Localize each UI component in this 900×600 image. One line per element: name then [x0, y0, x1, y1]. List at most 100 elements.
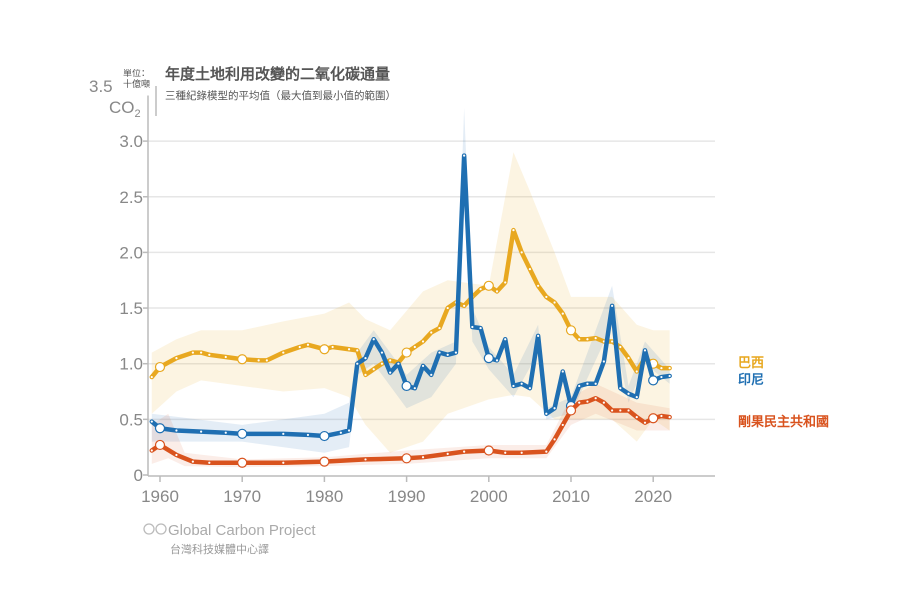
data-point [619, 345, 622, 349]
data-point [413, 345, 416, 349]
data-point [265, 359, 268, 362]
data-point [594, 382, 597, 385]
unit-label: 單位：十億噸 [122, 69, 150, 90]
data-point [421, 364, 425, 368]
data-point [520, 251, 523, 254]
y-axis-gas-label: CO2 [109, 98, 141, 120]
data-point [200, 430, 203, 433]
unit-label-wrapper: 單位：十億噸 [122, 69, 150, 90]
data-point [339, 431, 342, 434]
x-tick-label: 1990 [388, 487, 426, 506]
data-point [200, 351, 203, 354]
data-point [495, 290, 499, 293]
data-point [512, 384, 515, 388]
chart-title: 年度土地利用改變的二氧化碳通量 [165, 65, 390, 83]
data-point [430, 331, 433, 334]
y-tick-label: 1.5 [119, 299, 143, 318]
x-tick-label: 2020 [634, 487, 672, 506]
data-point [356, 349, 359, 352]
data-point [528, 387, 532, 390]
y-tick-label: 0 [134, 466, 143, 485]
decade-marker [565, 325, 577, 336]
data-point [298, 345, 301, 349]
data-point [191, 460, 194, 463]
x-tick-label: 2000 [470, 487, 508, 506]
creative-commons-icon [143, 523, 155, 535]
data-point [561, 312, 564, 315]
data-point [347, 429, 351, 432]
data-point [364, 373, 367, 376]
series-line-2 [149, 395, 672, 466]
uncertainty-bands [151, 107, 670, 468]
y-tick-label: 3.5 [89, 77, 113, 96]
data-point [413, 387, 416, 390]
decade-marker [401, 453, 412, 464]
data-point [471, 325, 474, 329]
data-point [191, 351, 194, 354]
series-label: 印尼 [738, 373, 764, 388]
decade-marker [154, 423, 166, 434]
y-tick-label: 2.0 [119, 243, 143, 262]
data-point [495, 359, 499, 362]
data-point [282, 432, 285, 435]
data-point [208, 353, 211, 356]
decade-marker [237, 428, 248, 439]
data-point [660, 414, 663, 418]
range-band-0 [151, 152, 670, 453]
decade-marker [319, 456, 330, 467]
data-point [175, 357, 178, 360]
data-point [668, 374, 671, 378]
data-point [528, 267, 532, 271]
data-point [578, 401, 581, 404]
data-point [660, 367, 663, 370]
data-point [561, 370, 564, 373]
data-point [520, 382, 523, 385]
data-point [150, 375, 153, 379]
x-tick-label: 1980 [305, 487, 343, 506]
y-tick-label: 2.5 [119, 188, 143, 207]
gas-formula: CO [109, 98, 135, 117]
data-point [364, 357, 367, 360]
data-point [611, 304, 614, 307]
data-point [380, 362, 384, 365]
data-point [545, 295, 548, 299]
data-point [635, 395, 638, 399]
decade-marker [565, 405, 577, 416]
data-point [446, 353, 449, 356]
data-point [421, 456, 425, 459]
y-tick-label: 0.5 [119, 410, 143, 429]
data-point [660, 375, 663, 379]
data-point [635, 416, 638, 419]
data-point [512, 229, 515, 232]
data-point [627, 409, 630, 412]
decade-marker [648, 413, 659, 424]
data-point [668, 367, 671, 370]
data-point [479, 326, 482, 330]
range-band-2 [151, 383, 670, 468]
decade-marker [401, 380, 412, 392]
data-point [553, 407, 556, 410]
data-point [257, 359, 260, 362]
data-point [553, 438, 556, 441]
data-point [627, 357, 630, 360]
data-point [463, 304, 466, 307]
data-point [306, 433, 310, 437]
decade-marker [237, 457, 248, 468]
data-point [611, 340, 614, 343]
data-point [421, 340, 425, 343]
data-point [463, 450, 466, 453]
data-point [224, 355, 227, 359]
data-point [586, 338, 589, 341]
data-point [586, 382, 589, 385]
decade-marker [483, 280, 494, 291]
data-point [380, 351, 384, 354]
data-point [438, 326, 441, 330]
data-point [586, 400, 589, 403]
data-point [331, 345, 334, 349]
data-point [627, 392, 630, 395]
data-point [504, 451, 507, 454]
data-point [389, 371, 392, 374]
series-lines [149, 153, 672, 468]
data-point [553, 301, 556, 304]
